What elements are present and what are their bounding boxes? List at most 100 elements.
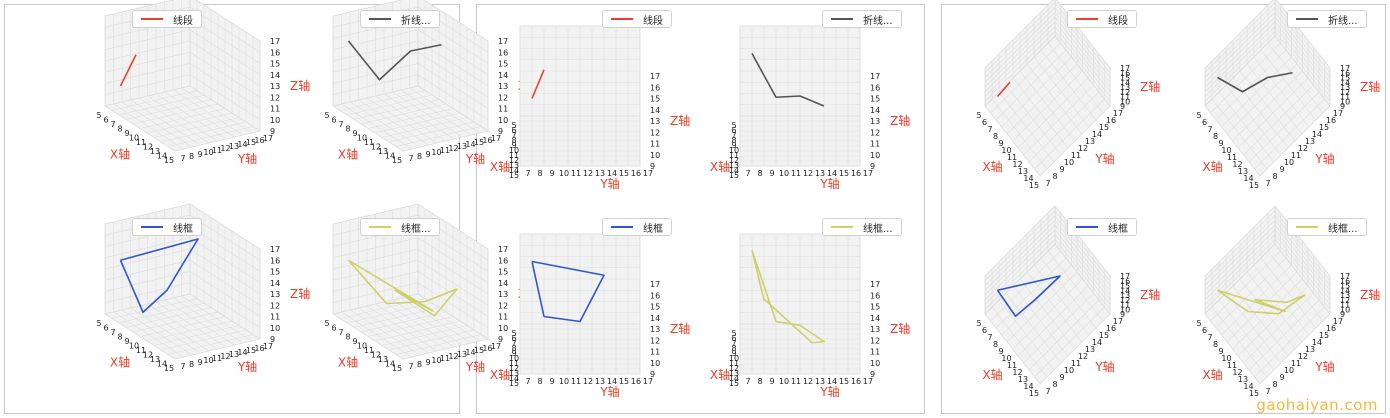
y-tick-label: 13 bbox=[457, 142, 467, 151]
z-tick-label: 11 bbox=[870, 140, 880, 149]
grid-line bbox=[984, 35, 1111, 107]
y-tick-label: 13 bbox=[595, 377, 605, 386]
x-tick-label: 7 bbox=[110, 328, 115, 337]
legend-label: 折线... bbox=[863, 15, 893, 27]
x-tick-label: 9 bbox=[352, 129, 357, 138]
y-tick-label: 11 bbox=[440, 354, 450, 363]
legend-label: 线框 bbox=[643, 223, 663, 235]
z-tick-label: 15 bbox=[1120, 282, 1130, 291]
y-tick-label: 15 bbox=[839, 377, 849, 386]
y-tick-label: 14 bbox=[237, 348, 247, 357]
y-tick-label: 8 bbox=[1272, 172, 1277, 181]
z-tick-label: 16 bbox=[1340, 69, 1350, 78]
grid-line bbox=[984, 11, 1111, 83]
x-tick-label: 11 bbox=[364, 138, 374, 147]
grid-line bbox=[332, 0, 489, 42]
grid-line bbox=[984, 229, 1111, 300]
y-tick-label: 8 bbox=[537, 377, 542, 386]
x-tick-label: 10 bbox=[729, 354, 739, 363]
x-tick-label: 14 bbox=[509, 374, 519, 383]
x-tick-label: 8 bbox=[731, 136, 736, 145]
x-axis-label: X轴 bbox=[110, 147, 130, 162]
x-tick-label: 5 bbox=[1196, 111, 1201, 120]
x-tick-label: 11 bbox=[136, 346, 146, 355]
y-tick-label: 13 bbox=[457, 350, 467, 359]
z-tick-label: 11 bbox=[498, 105, 508, 114]
y-tick-label: 17 bbox=[1333, 109, 1343, 118]
z-tick-label: 11 bbox=[1340, 301, 1350, 310]
x-tick-label: 5 bbox=[511, 329, 516, 338]
legend: 折线... bbox=[822, 10, 902, 28]
y-tick-label: 14 bbox=[607, 377, 617, 386]
z-tick-label: 13 bbox=[1120, 83, 1130, 92]
y-tick-label: 13 bbox=[595, 169, 605, 178]
x-axis-label: X轴 bbox=[338, 355, 358, 370]
x-tick-label: 7 bbox=[731, 131, 736, 140]
y-tick-label: 11 bbox=[1291, 359, 1301, 368]
z-tick-label: 11 bbox=[498, 313, 508, 322]
y-tick-label: 17 bbox=[643, 169, 653, 178]
y-tick-label: 12 bbox=[1078, 144, 1088, 153]
y-axis-label: Y轴 bbox=[237, 359, 257, 374]
x-tick-label: 13 bbox=[150, 355, 160, 364]
x-tick-label: 14 bbox=[509, 166, 519, 175]
y-tick-label: 11 bbox=[1071, 151, 1081, 160]
y-tick-label: 7 bbox=[525, 169, 530, 178]
grid bbox=[1204, 0, 1331, 177]
y-tick-label: 9 bbox=[197, 150, 202, 159]
grid-line bbox=[984, 243, 1111, 315]
grid-line bbox=[1204, 219, 1331, 291]
legend-swatch bbox=[611, 18, 633, 20]
legend: 折线... bbox=[1287, 10, 1367, 28]
series-line bbox=[347, 259, 458, 317]
x-tick-label: 14 bbox=[157, 152, 167, 161]
x-tick-label: 10 bbox=[1221, 354, 1231, 363]
x-tick-label: 9 bbox=[998, 139, 1003, 148]
grid-line bbox=[104, 259, 261, 306]
y-tick-label: 11 bbox=[791, 169, 801, 178]
y-tick-label: 7 bbox=[1045, 387, 1050, 396]
x-tick-label: 11 bbox=[1007, 153, 1017, 162]
grid-line bbox=[104, 51, 261, 98]
z-tick-label: 15 bbox=[270, 268, 280, 277]
z-axis-label: Z轴 bbox=[1360, 287, 1380, 302]
y-tick-label: 8 bbox=[417, 360, 422, 369]
x-tick-label: 9 bbox=[124, 129, 129, 138]
legend-label: 线框... bbox=[863, 223, 893, 235]
legend-label: 线段 bbox=[173, 15, 193, 27]
y-tick-label: 7 bbox=[1265, 179, 1270, 188]
grid bbox=[739, 25, 861, 167]
x-tick-label: 10 bbox=[1221, 146, 1231, 155]
x-axis-label: X轴 bbox=[490, 367, 510, 382]
x-tick-label: 13 bbox=[509, 161, 519, 170]
y-tick-label: 13 bbox=[815, 377, 825, 386]
x-tick-label: 5 bbox=[731, 329, 736, 338]
legend-label: 线段 bbox=[1108, 15, 1128, 27]
z-tick-label: 14 bbox=[1340, 78, 1350, 87]
z-tick-label: 17 bbox=[1120, 272, 1130, 281]
y-tick-label: 15 bbox=[474, 138, 484, 147]
y-tick-label: 8 bbox=[757, 377, 762, 386]
legend-swatch bbox=[831, 226, 853, 228]
y-tick-label: 17 bbox=[1333, 317, 1343, 326]
grid-line bbox=[332, 282, 489, 329]
z-tick-label: 17 bbox=[270, 245, 280, 254]
y-axis-label: Y轴 bbox=[465, 151, 485, 166]
y-axis-label: Y轴 bbox=[1314, 359, 1334, 374]
y-tick-label: 16 bbox=[254, 344, 264, 353]
grid-line bbox=[1204, 2, 1331, 73]
z-tick-label: 16 bbox=[270, 48, 280, 57]
z-tick-label: 9 bbox=[1120, 310, 1125, 319]
z-tick-label: 14 bbox=[270, 71, 280, 80]
z-tick-label: 10 bbox=[1120, 97, 1130, 106]
y-tick-label: 8 bbox=[537, 169, 542, 178]
x-tick-label: 10 bbox=[509, 354, 519, 363]
x-tick-label: 6 bbox=[331, 324, 336, 333]
x-tick-label: 12 bbox=[509, 364, 519, 373]
x-axis-label: X轴 bbox=[982, 159, 1002, 174]
x-tick-label: 14 bbox=[729, 166, 739, 175]
z-tick-label: 15 bbox=[650, 95, 660, 104]
